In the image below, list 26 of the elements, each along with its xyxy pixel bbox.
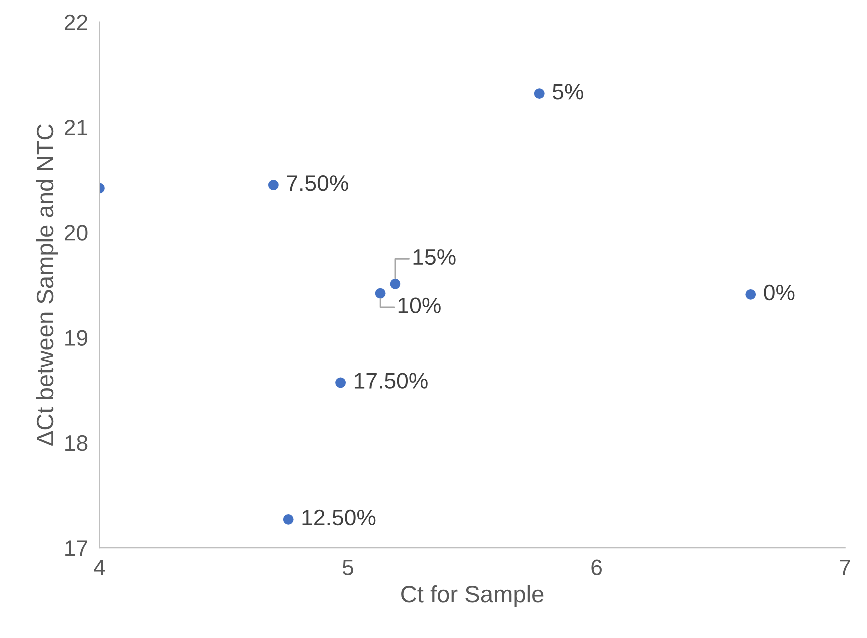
- y-tick-label: 20: [64, 225, 88, 241]
- x-axis-title: Ct for Sample: [402, 585, 544, 608]
- point: [268, 180, 279, 191]
- y-tick-label: 17: [66, 540, 88, 556]
- x-tick-label: 5: [342, 560, 354, 576]
- y-axis-title: ΔCt between Sample and NTC: [36, 124, 58, 446]
- annotation: 15%: [414, 249, 456, 266]
- annotation: 5%: [553, 84, 584, 100]
- annotation: 12.50%: [302, 510, 376, 526]
- x-tick-label: 7: [840, 560, 850, 576]
- point: [375, 288, 386, 299]
- x-tick-label: 6: [592, 560, 602, 576]
- annotation: 17.50%: [354, 373, 428, 389]
- x-tick-label: 4: [94, 560, 106, 576]
- y-tick-label: 21: [64, 120, 88, 136]
- annotation: 7.50%: [287, 176, 348, 192]
- point: [283, 514, 294, 525]
- annotation: 0%: [764, 284, 795, 301]
- y-tick-label: 18: [66, 435, 88, 452]
- annotation: 10%: [398, 298, 441, 314]
- y-tick-label: 19: [66, 330, 88, 346]
- point: [534, 88, 545, 100]
- y-tick-label: 22: [64, 14, 88, 30]
- point: [390, 278, 401, 290]
- point: [336, 378, 346, 388]
- point: [746, 289, 756, 300]
